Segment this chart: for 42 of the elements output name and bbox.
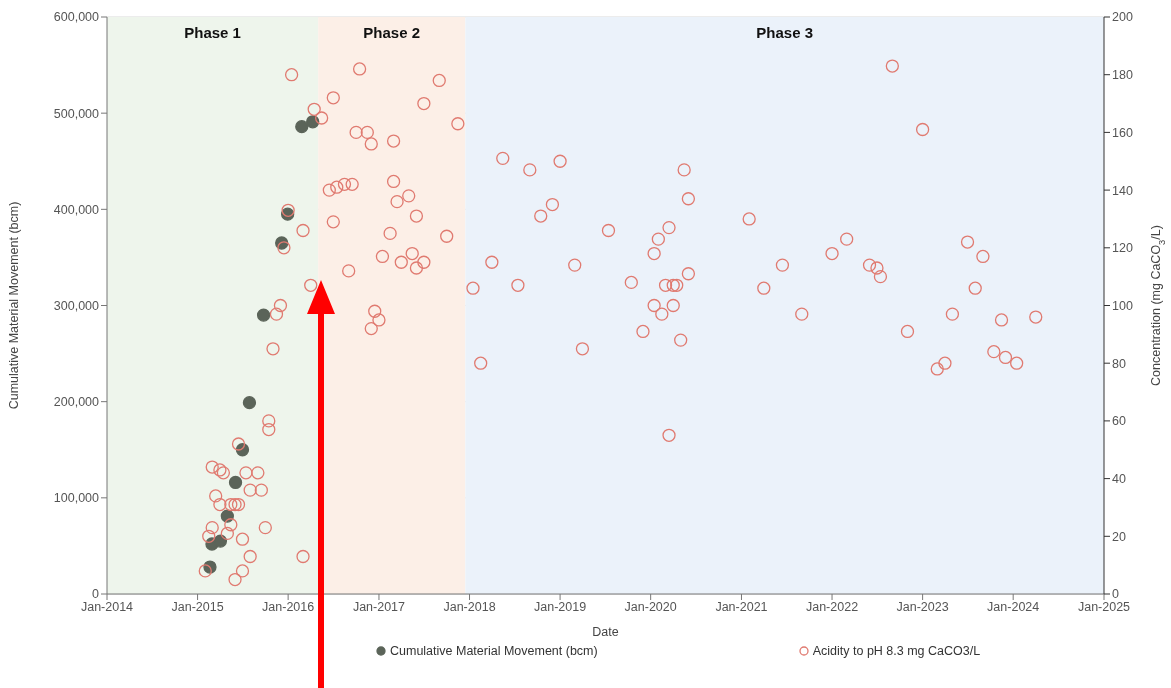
y2-tick-label: 160 — [1112, 125, 1133, 140]
y2-tick-label: 0 — [1112, 587, 1119, 602]
x-tick-label: Jan-2019 — [534, 599, 587, 614]
y-tick-label: 100,000 — [53, 491, 100, 506]
band-label: Phase 3 — [756, 23, 814, 41]
x-tick-label: Jan-2014 — [80, 599, 134, 614]
y-tick-label: 0 — [92, 587, 100, 602]
x-tick-label: Jan-2015 — [171, 599, 224, 614]
legend-label: Acidity to pH 8.3 mg CaCO3/L — [811, 644, 981, 658]
y-tick-label: 200,000 — [53, 395, 100, 410]
point — [213, 534, 228, 548]
legend-label: Cumulative Material Movement (bcm) — [389, 644, 598, 658]
y-tick-label: 300,000 — [53, 298, 100, 313]
x-tick-label: Jan-2025 — [1077, 599, 1131, 614]
y2-tick-label: 200 — [1112, 10, 1133, 25]
y-tick-label: 600,000 — [53, 10, 100, 25]
y-tick-label: 400,000 — [53, 202, 100, 217]
x-axis-title: Date — [592, 625, 619, 639]
band-label: Phase 1 — [184, 23, 241, 41]
band-label: Phase 2 — [363, 23, 421, 41]
y2-tick-label: 60 — [1112, 414, 1126, 429]
point — [256, 308, 271, 322]
point — [242, 395, 257, 410]
x-tick-label: Jan-2023 — [896, 599, 949, 614]
x-tick-label: Jan-2022 — [805, 599, 859, 614]
point — [228, 475, 243, 490]
x-tick-label: Jan-2021 — [715, 599, 768, 614]
y2-tick-label: 120 — [1112, 241, 1133, 256]
y2-tick-label: 40 — [1112, 472, 1126, 487]
x-tick-label: Jan-2018 — [443, 599, 496, 614]
y-axis-title: Cumulative Material Movement (bcm) — [7, 201, 21, 410]
x-tick-label: Jan-2020 — [624, 599, 677, 614]
y-tick-label: 500,000 — [53, 106, 100, 121]
y2-tick-label: 20 — [1112, 529, 1126, 544]
point — [295, 119, 309, 134]
y2-tick-label: 140 — [1112, 183, 1133, 198]
x-tick-label: Jan-2017 — [352, 599, 406, 614]
y2-tick-label: 180 — [1112, 68, 1133, 83]
x-tick-label: Jan-2016 — [262, 599, 315, 614]
y2-tick-label: 100 — [1112, 298, 1133, 313]
y2-tick-label: 80 — [1112, 356, 1126, 371]
x-tick-label: Jan-2024 — [987, 599, 1040, 614]
